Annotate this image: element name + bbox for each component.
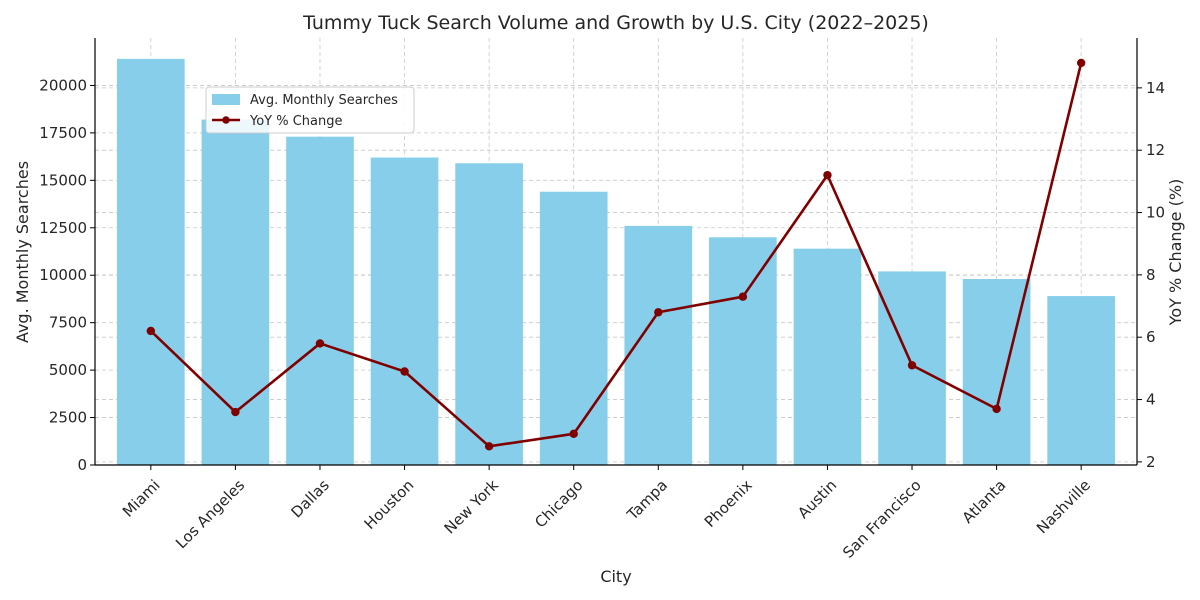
- y-tick-label: 7500: [49, 314, 87, 332]
- y2-tick-label: 2: [1146, 453, 1156, 471]
- x-tick-label: Tampa: [623, 476, 671, 524]
- legend: Avg. Monthly Searches YoY % Change: [205, 86, 415, 134]
- y-tick-label: 12500: [39, 219, 87, 237]
- y-tick-label: 20000: [39, 76, 87, 94]
- y2-tick-label: 14: [1146, 79, 1165, 97]
- bar-los-angeles: [201, 119, 270, 466]
- bar-nashville: [1047, 296, 1116, 465]
- bar-miami: [116, 58, 185, 466]
- x-tick-label: Austin: [794, 476, 840, 522]
- bars-layer: [116, 58, 1116, 466]
- yoy-point-tampa: [654, 308, 663, 317]
- y2-axis-label: YoY % Change (%): [1166, 179, 1185, 327]
- chart-title: Tummy Tuck Search Volume and Growth by U…: [302, 12, 929, 34]
- x-tick-label: Houston: [361, 476, 418, 533]
- yoy-point-austin: [823, 170, 832, 180]
- bar-houston: [370, 157, 439, 465]
- y2-tick-label: 6: [1146, 328, 1156, 346]
- x-tick-label: Dallas: [287, 476, 332, 521]
- yoy-point-atlanta: [992, 404, 1001, 414]
- yoy-point-los-angeles: [231, 407, 240, 417]
- yoy-point-phoenix: [738, 292, 748, 301]
- y-axis-label: Avg. Monthly Searches: [13, 161, 32, 343]
- y-tick-label: 17500: [39, 124, 87, 142]
- yoy-point-nashville: [1076, 58, 1086, 68]
- bar-new-york: [455, 163, 523, 465]
- bar-dallas: [286, 136, 354, 465]
- y-tick-label: 2500: [49, 409, 87, 427]
- x-tick-label: San Francisco: [839, 476, 925, 562]
- y2-tick-label: 4: [1146, 391, 1156, 409]
- legend-box: [205, 86, 415, 134]
- bar-atlanta: [962, 279, 1031, 465]
- y-tick-label: 15000: [39, 171, 87, 189]
- legend-label-searches: Avg. Monthly Searches: [250, 93, 398, 108]
- x-tick-label: New York: [441, 476, 503, 538]
- yoy-point-chicago: [569, 429, 578, 439]
- yoy-line: [149, 62, 1083, 448]
- y2-tick-label: 10: [1146, 204, 1165, 222]
- yoy-point-new-york: [484, 442, 494, 451]
- yoy-point-miami: [146, 326, 156, 336]
- yoy-point-dallas: [315, 339, 325, 348]
- bar-phoenix: [709, 237, 777, 465]
- x-tick-label: Miami: [119, 476, 164, 521]
- x-tick-label: Nashville: [1033, 476, 1094, 537]
- y2-tick-label: 8: [1146, 266, 1156, 284]
- y-tick-label: 5000: [49, 361, 87, 379]
- x-tick-label: Atlanta: [959, 476, 1010, 527]
- y-tick-label: 0: [77, 456, 87, 474]
- yoy-point-houston: [400, 367, 409, 376]
- legend-label-yoy: YoY % Change: [249, 114, 343, 129]
- line-layer: [146, 58, 1086, 451]
- x-tick-label: Phoenix: [701, 476, 756, 531]
- legend-marker-swatch: [222, 116, 230, 124]
- bar-austin: [793, 248, 862, 465]
- x-tick-label: Los Angeles: [172, 476, 248, 552]
- y2-tick-label: 12: [1146, 141, 1165, 159]
- bar-chicago: [539, 191, 608, 465]
- y-tick-label: 10000: [39, 266, 87, 284]
- legend-bar-swatch: [212, 94, 240, 105]
- x-axis-label: City: [600, 567, 631, 586]
- yoy-point-san-francisco: [907, 361, 917, 370]
- x-tick-label: Chicago: [531, 476, 586, 531]
